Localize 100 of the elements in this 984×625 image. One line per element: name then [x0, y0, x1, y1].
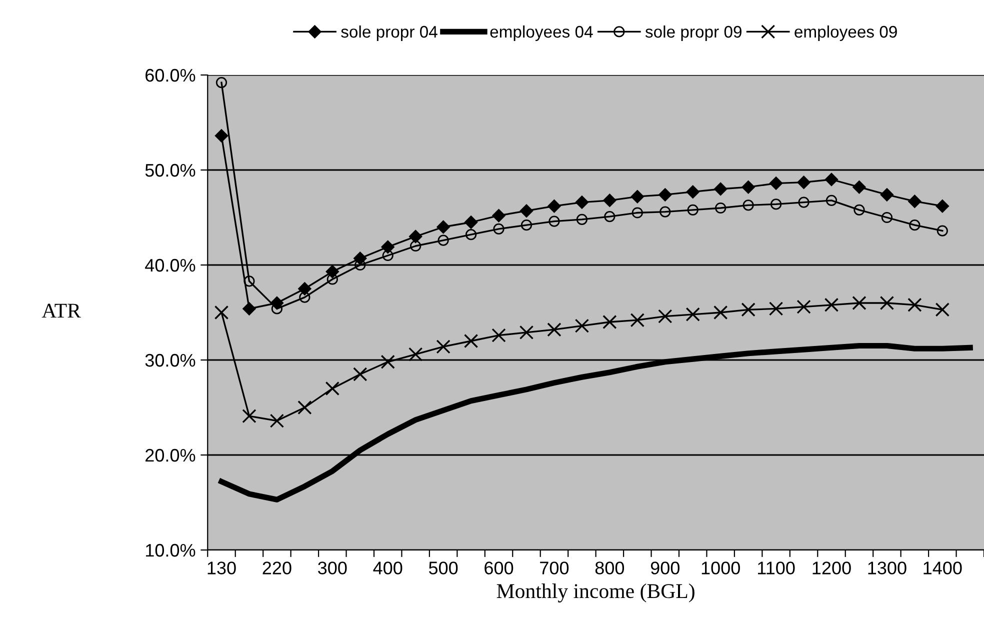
x-tick-label: 130: [208, 562, 236, 574]
point: [715, 202, 726, 214]
point: [548, 200, 561, 213]
point: [464, 334, 478, 348]
point: [326, 274, 338, 285]
point: [242, 302, 256, 316]
point: [796, 300, 811, 314]
point: [854, 204, 865, 216]
point: [686, 185, 700, 198]
point: [214, 305, 229, 320]
x-axis-title: Monthly income (BGL): [496, 584, 694, 602]
point: [852, 296, 866, 310]
point: [824, 298, 839, 312]
point: [908, 194, 922, 208]
point: [880, 296, 894, 310]
point: [632, 207, 643, 218]
point: [436, 340, 450, 354]
point: [630, 313, 644, 328]
x-tick-label: 800: [595, 562, 624, 574]
legend-label: employees 04: [490, 25, 593, 41]
y-tick-label: 20.0%: [146, 448, 196, 462]
point: [270, 414, 284, 428]
point: [242, 408, 256, 424]
point: [604, 210, 616, 222]
point: [576, 214, 588, 225]
point: [547, 322, 562, 337]
x-tick-label: 300: [318, 562, 347, 574]
point: [574, 318, 590, 333]
point: [408, 230, 422, 244]
point: [826, 194, 838, 206]
point: [214, 129, 228, 142]
point: [436, 220, 450, 234]
x-tick-label: 600: [484, 562, 514, 574]
point: [660, 206, 671, 218]
point: [714, 182, 728, 196]
point: [714, 305, 728, 320]
point: [244, 276, 255, 287]
point: [880, 188, 894, 202]
point: [548, 216, 560, 227]
x-tick-label: 1000: [702, 562, 740, 574]
point: [630, 190, 644, 204]
point: [575, 196, 589, 209]
x-tick-label: 1200: [812, 562, 851, 574]
point: [852, 180, 866, 194]
point: [908, 298, 922, 312]
point: [298, 400, 312, 415]
legend-label: employees 09: [794, 25, 897, 41]
legend-label: sole propr 09: [645, 25, 742, 41]
point: [492, 328, 506, 342]
x-tick-label: 1300: [868, 562, 906, 574]
point: [881, 212, 893, 224]
point: [325, 381, 340, 396]
y-axis-title: ATR: [42, 304, 81, 318]
point: [936, 225, 948, 236]
x-tick-label: 700: [540, 562, 569, 574]
point: [769, 176, 783, 190]
point: [936, 200, 949, 213]
point: [687, 204, 698, 216]
y-tick-label: 40.0%: [145, 258, 196, 272]
point: [492, 209, 506, 222]
y-tick-label: 50.0%: [145, 164, 196, 177]
point: [603, 194, 616, 207]
point: [408, 347, 423, 362]
y-tick-label: 30.0%: [145, 354, 196, 367]
point: [353, 367, 368, 382]
x-tick-label: 900: [650, 562, 680, 574]
point: [380, 354, 395, 369]
y-tick-label: 10.0%: [146, 544, 196, 557]
x-tick-label: 1400: [924, 562, 962, 574]
x-tick-label: 220: [262, 562, 292, 574]
point: [520, 220, 532, 231]
point: [742, 180, 755, 194]
point: [658, 188, 672, 202]
point: [658, 309, 672, 324]
y-tick-label: 60.0%: [146, 68, 196, 82]
point: [519, 325, 534, 340]
point: [797, 176, 810, 189]
point: [438, 234, 449, 246]
point: [520, 204, 534, 218]
point: [465, 229, 477, 240]
point: [742, 200, 754, 211]
legend-label: sole propr 04: [341, 25, 438, 41]
point: [216, 77, 228, 88]
point: [298, 282, 312, 296]
point: [770, 198, 782, 210]
x-tick-label: 1100: [758, 562, 795, 574]
point: [464, 216, 478, 229]
point: [935, 302, 950, 317]
point: [768, 302, 784, 316]
point: [686, 307, 700, 322]
point: [741, 302, 756, 317]
point: [382, 250, 394, 262]
x-tick-label: 500: [428, 562, 458, 574]
point: [602, 314, 617, 330]
point: [410, 240, 422, 252]
point: [798, 196, 810, 208]
point: [909, 220, 920, 231]
point: [299, 292, 310, 303]
point: [493, 223, 504, 234]
x-tick-label: 400: [373, 562, 402, 574]
